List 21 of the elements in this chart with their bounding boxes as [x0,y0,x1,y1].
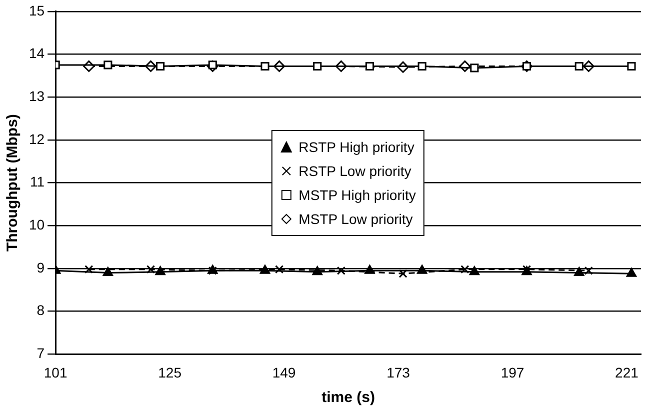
y-tick-label: 10 [28,216,45,233]
y-tick-label: 12 [28,130,45,147]
legend-label: RSTP High priority [298,138,414,157]
x-tick-label: 125 [158,364,182,380]
y-tick-label: 15 [28,2,45,18]
y-tick-label: 11 [30,174,45,190]
y-axis-title: Throughput (Mbps) [4,114,22,252]
legend-label: RSTP Low priority [298,162,412,181]
x-tick-label: 173 [386,364,410,380]
y-tick-label: 8 [36,302,45,318]
y-tick-label: 14 [28,45,45,62]
x-tick-label: 149 [272,364,296,380]
legend-label: MSTP Low priority [298,210,413,229]
y-tick-label: 7 [36,345,45,362]
y-tick-label: 9 [36,259,45,276]
legend-label: MSTP High priority [298,186,416,205]
x-tick-label: 101 [44,364,68,380]
x-axis-title: time (s) [322,389,375,406]
x-tick-label: 221 [615,364,639,380]
y-tick-label: 13 [28,88,45,104]
x-tick-label: 197 [500,364,524,380]
